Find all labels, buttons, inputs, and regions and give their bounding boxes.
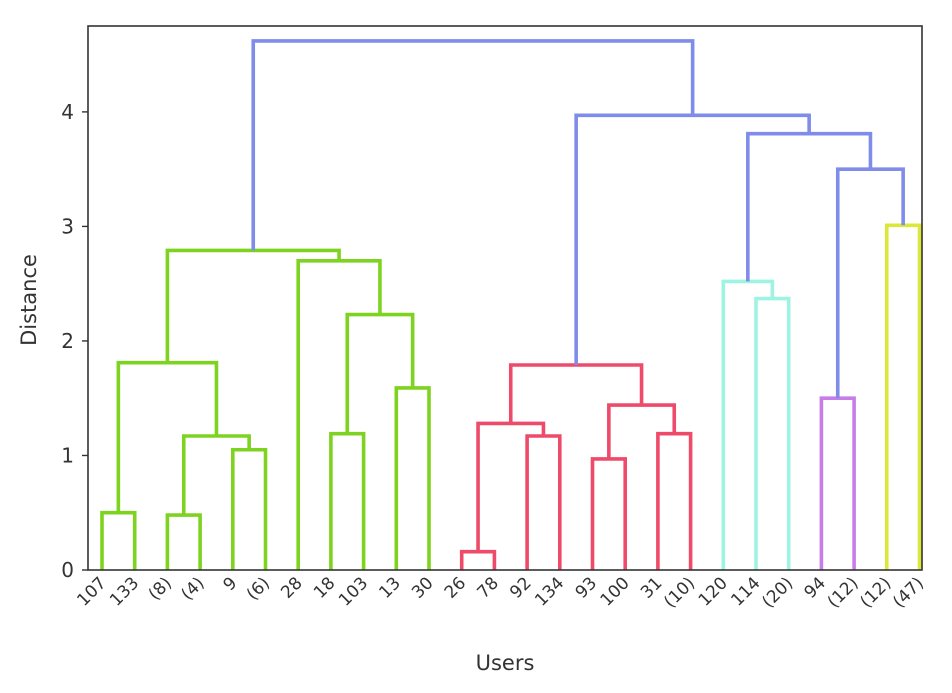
dendrogram-link-19	[819, 396, 856, 570]
dendrogram-link-22	[746, 131, 873, 282]
y-tick-label: 2	[61, 329, 74, 353]
y-tick-label: 3	[61, 214, 74, 238]
plot-frame	[87, 25, 923, 571]
dendrogram-link-24	[251, 39, 695, 251]
dendrogram-link-21	[835, 167, 905, 399]
dendrogram-link-16	[508, 363, 644, 424]
y-tick-label: 0	[61, 558, 74, 582]
dendrogram-link-5	[329, 431, 366, 570]
dendrogram-link-8	[296, 258, 382, 570]
dendrogram-link-17	[754, 296, 791, 570]
dendrogram-link-20	[885, 223, 922, 570]
dendrogram-link-10	[459, 549, 497, 570]
y-tick-label: 1	[61, 443, 74, 467]
dendrogram-link-23	[574, 113, 811, 365]
y-axis-title: Distance	[17, 254, 41, 346]
dendrogram-link-0	[100, 510, 137, 570]
dendrogram-link-9	[165, 248, 341, 363]
dendrogram-link-14	[656, 431, 693, 570]
dendrogram-link-18	[721, 279, 775, 570]
dendrogram-links	[100, 39, 922, 570]
x-axis-title: Users	[476, 651, 535, 675]
y-tick-label: 4	[61, 100, 74, 124]
y-axis-ticks: 0 1 2 3 4	[61, 100, 88, 582]
